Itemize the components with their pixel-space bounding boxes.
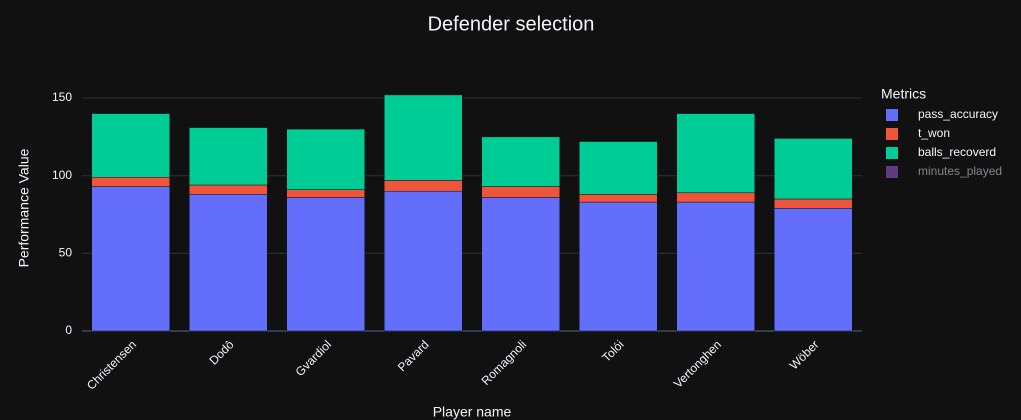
legend-swatch[interactable] <box>886 166 898 178</box>
chart-title: Defender selection <box>428 13 595 35</box>
bar-segment <box>579 194 658 203</box>
bar-segment <box>189 194 268 332</box>
bar-segment <box>579 201 658 332</box>
legend-label[interactable]: t_won <box>918 126 950 140</box>
bar-segment <box>481 186 560 198</box>
y-tick-label: 0 <box>65 323 72 337</box>
bar-segment <box>91 186 170 332</box>
bar-segment <box>286 189 365 198</box>
bar-segment <box>384 94 463 181</box>
y-tick-label: 150 <box>52 90 72 104</box>
bar-segment <box>91 176 170 187</box>
bar-segment <box>384 180 463 192</box>
bar-segment <box>481 197 560 332</box>
legend-swatch[interactable] <box>886 128 898 140</box>
legend-label[interactable]: minutes_played <box>918 164 1002 178</box>
y-tick-label: 100 <box>52 168 72 182</box>
bar-segment <box>676 113 755 194</box>
bar-segment <box>481 136 560 187</box>
legend-swatch[interactable] <box>886 147 898 159</box>
legend-label[interactable]: balls_recoverd <box>918 145 996 159</box>
x-axis-title: Player name <box>433 404 512 420</box>
bar-segment <box>286 128 365 190</box>
legend-swatch[interactable] <box>886 109 898 121</box>
bar-segment <box>189 127 268 186</box>
bar-segment <box>579 141 658 195</box>
bar-segment <box>774 208 853 332</box>
bar-segment <box>774 138 853 200</box>
legend-label[interactable]: pass_accuracy <box>918 107 998 121</box>
y-tick-label: 50 <box>59 246 73 260</box>
bar-segment <box>189 184 268 195</box>
bar-segment <box>774 198 853 209</box>
bar-segment <box>91 113 170 178</box>
bar-segment <box>384 190 463 332</box>
y-axis-title: Performance Value <box>16 148 32 267</box>
legend-title: Metrics <box>881 86 926 102</box>
bar-segment <box>676 192 755 203</box>
bar-segment <box>286 197 365 332</box>
bar-segment <box>676 201 755 332</box>
